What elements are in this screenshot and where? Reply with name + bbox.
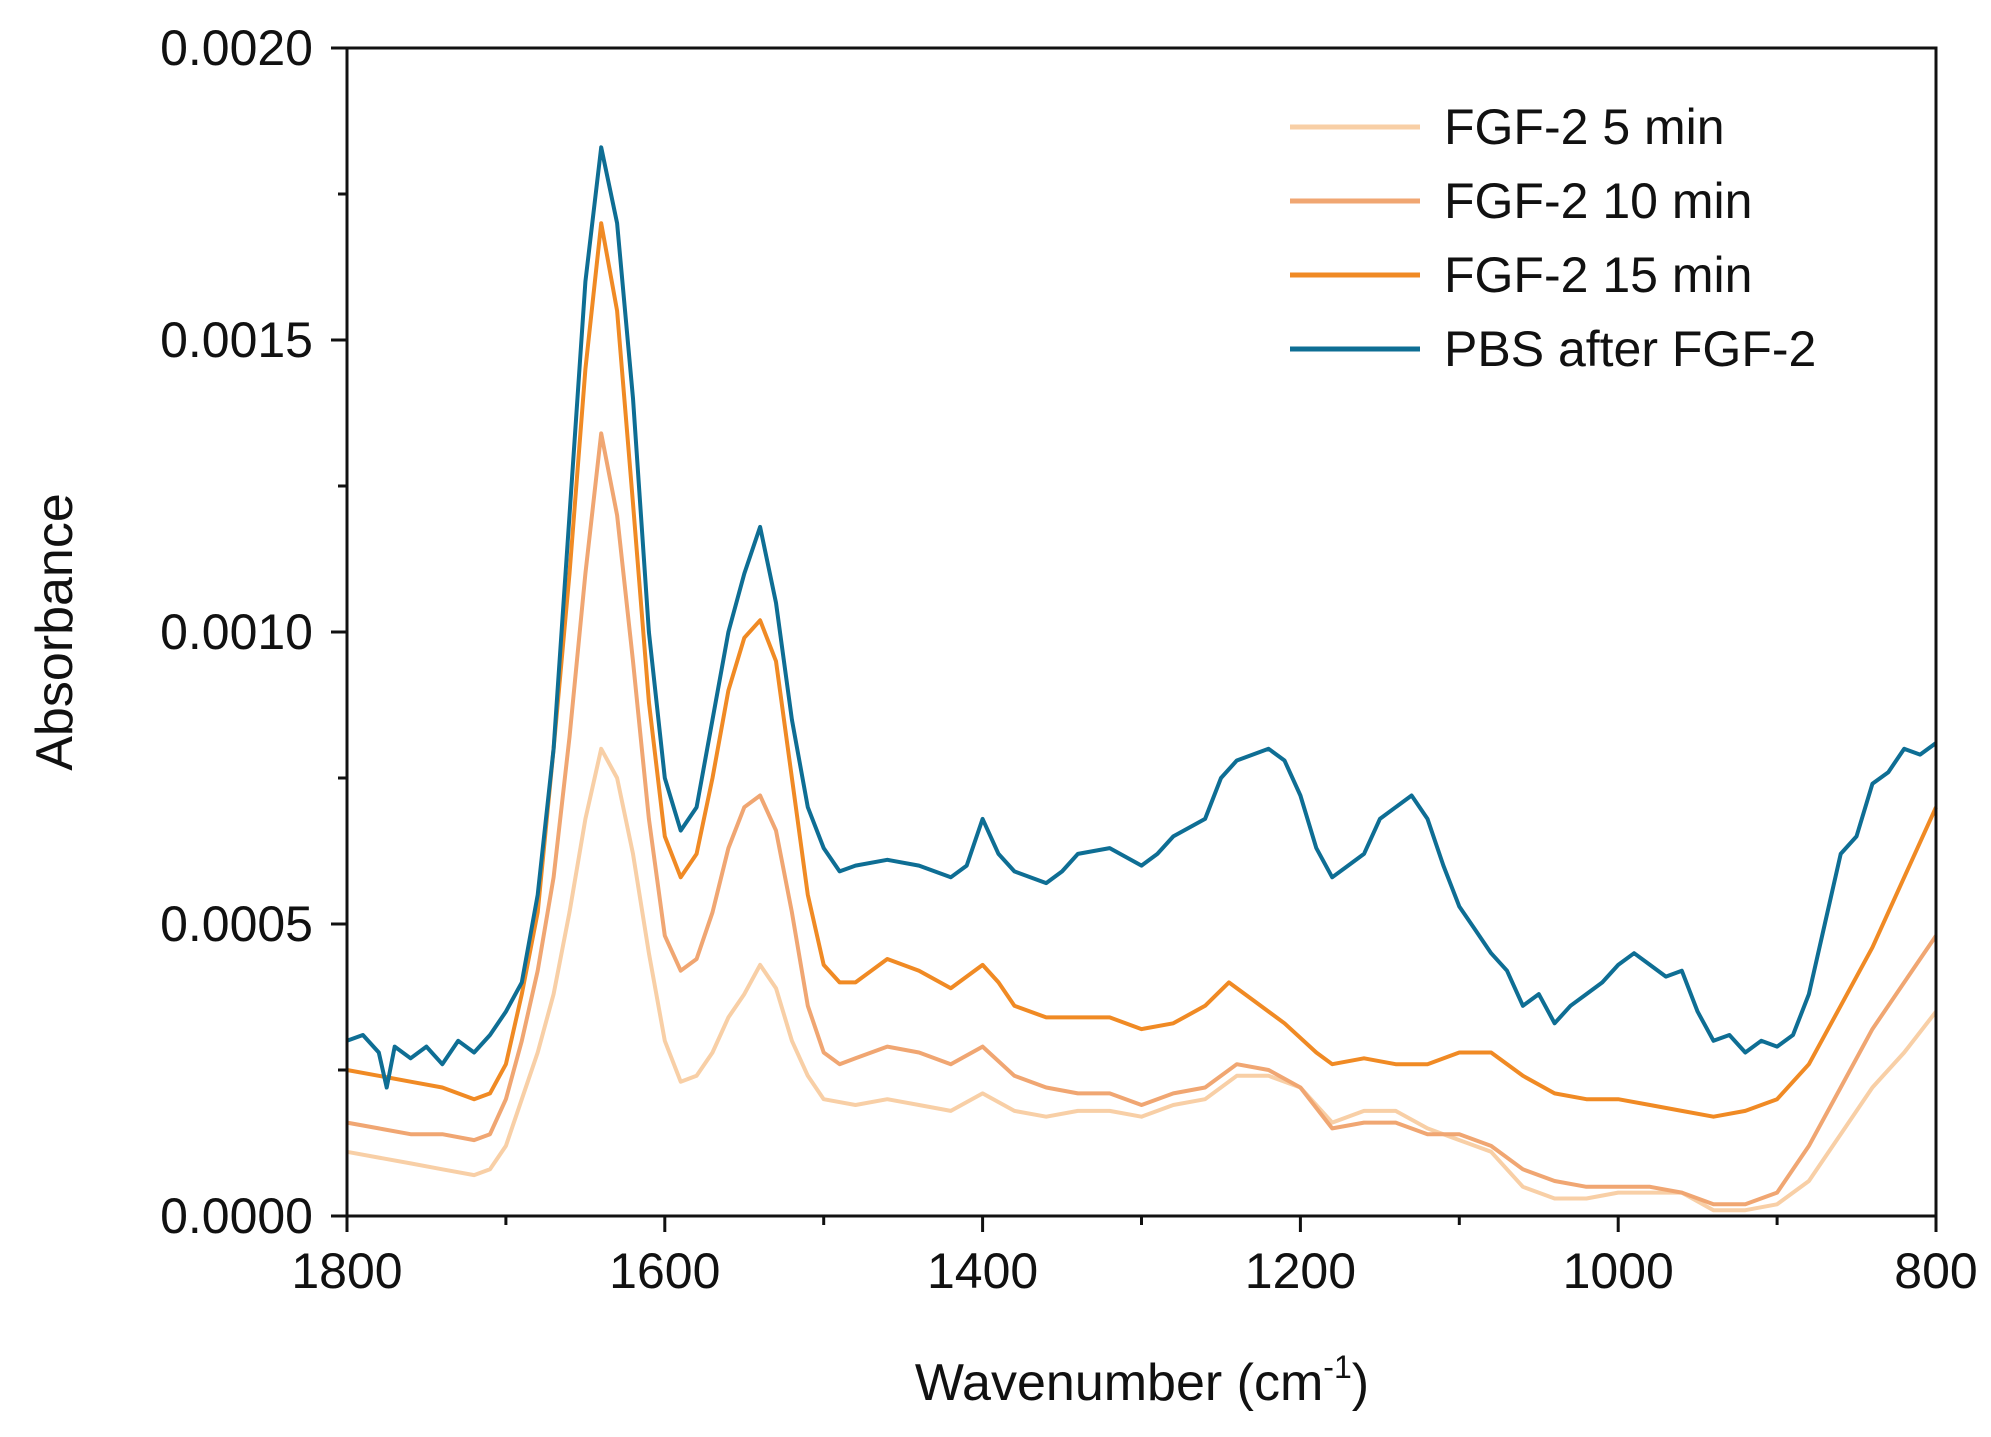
x-axis-title-superscript: -1 bbox=[1323, 1349, 1351, 1385]
x-tick-label: 800 bbox=[1894, 1243, 1977, 1299]
x-tick-label: 1400 bbox=[927, 1243, 1038, 1299]
x-tick-label: 1800 bbox=[291, 1243, 402, 1299]
x-axis-title-main: Wavenumber (cm bbox=[915, 1354, 1323, 1412]
y-tick-label: 0.0000 bbox=[160, 1188, 313, 1244]
x-tick-label: 1000 bbox=[1563, 1243, 1674, 1299]
series-line-1 bbox=[346, 746, 1938, 1213]
legend-label-4: PBS after FGF-2 bbox=[1444, 321, 1816, 377]
legend-label-2: FGF-2 10 min bbox=[1444, 173, 1752, 229]
series-line-2 bbox=[346, 431, 1938, 1207]
series-line-3 bbox=[346, 221, 1938, 1119]
series-line-4 bbox=[346, 145, 1938, 1090]
y-tick-label: 0.0020 bbox=[160, 20, 313, 76]
x-axis-title-close: ) bbox=[1352, 1354, 1369, 1412]
x-axis-ticks: 1800 1600 1400 1200 1000 800 bbox=[291, 1216, 1978, 1299]
legend-label-1: FGF-2 5 min bbox=[1444, 99, 1725, 155]
x-tick-label: 1200 bbox=[1245, 1243, 1356, 1299]
y-tick-label: 0.0010 bbox=[160, 604, 313, 660]
y-tick-label: 0.0015 bbox=[160, 312, 313, 368]
legend-label-3: FGF-2 15 min bbox=[1444, 247, 1752, 303]
y-axis-title: Absorbance bbox=[26, 493, 84, 771]
y-tick-label: 0.0005 bbox=[160, 896, 313, 952]
x-tick-label: 1600 bbox=[609, 1243, 720, 1299]
series-layer bbox=[346, 145, 1938, 1213]
legend: FGF-2 5 min FGF-2 10 min FGF-2 15 min PBS a… bbox=[1290, 99, 1816, 377]
x-axis-title: Wavenumber (cm-1) bbox=[915, 1349, 1369, 1412]
y-axis-ticks: 0.0000 0.0005 0.0010 0.0015 0.0020 bbox=[160, 20, 347, 1244]
